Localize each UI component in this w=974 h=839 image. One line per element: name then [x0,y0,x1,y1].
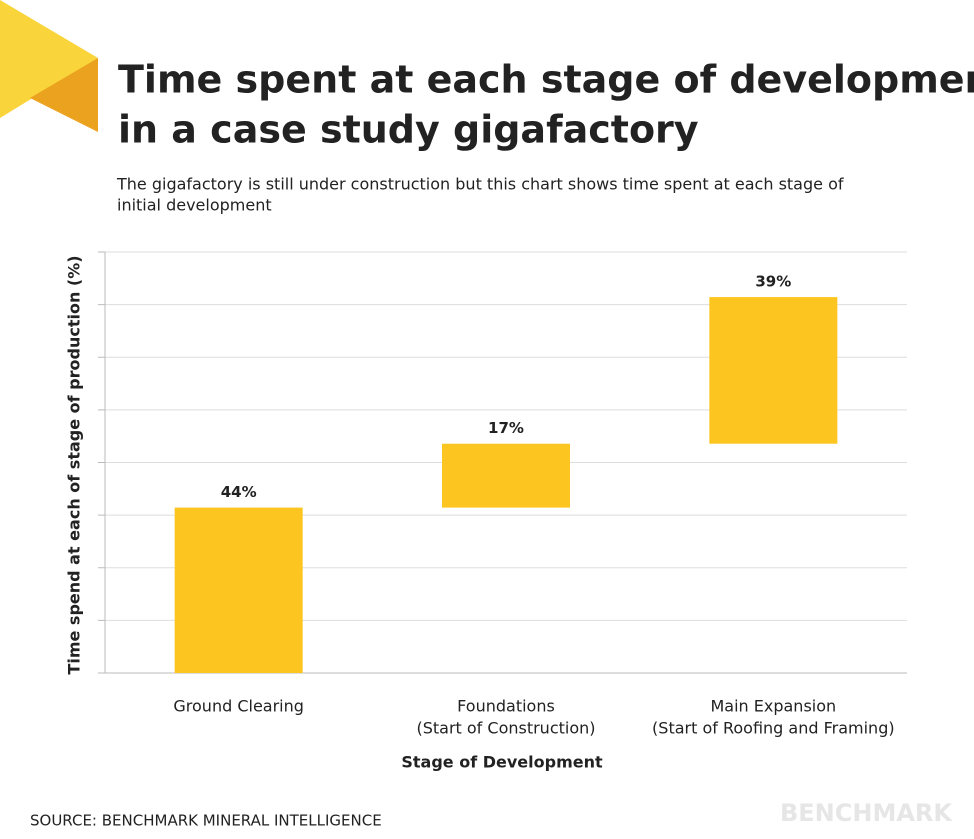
logo-shape [30,58,98,132]
bar [709,297,838,444]
subtitle: initial development [117,196,272,215]
value-label: 44% [221,483,257,501]
bar [442,443,570,508]
subtitle: The gigafactory is still under construct… [116,175,844,194]
x-axis-title: Stage of Development [401,753,603,772]
x-tick-label: Foundations [457,697,555,716]
chart-title: Time spent at each stage of development [118,58,974,102]
brand: BENCHMARK [780,799,953,827]
value-label: 39% [755,273,791,291]
logo-shape [0,0,98,118]
source: SOURCE: BENCHMARK MINERAL INTELLIGENCE [30,812,382,830]
value-label: 17% [488,419,524,437]
y-axis-title: Time spend at each of stage of productio… [65,255,84,674]
bar [174,507,303,673]
x-tick-label: (Start of Roofing and Framing) [652,719,895,738]
x-tick-label: Main Expansion [710,697,836,716]
x-tick-label: (Start of Construction) [416,719,595,738]
chart-title: in a case study gigafactory [118,108,699,152]
x-tick-label: Ground Clearing [173,697,304,716]
